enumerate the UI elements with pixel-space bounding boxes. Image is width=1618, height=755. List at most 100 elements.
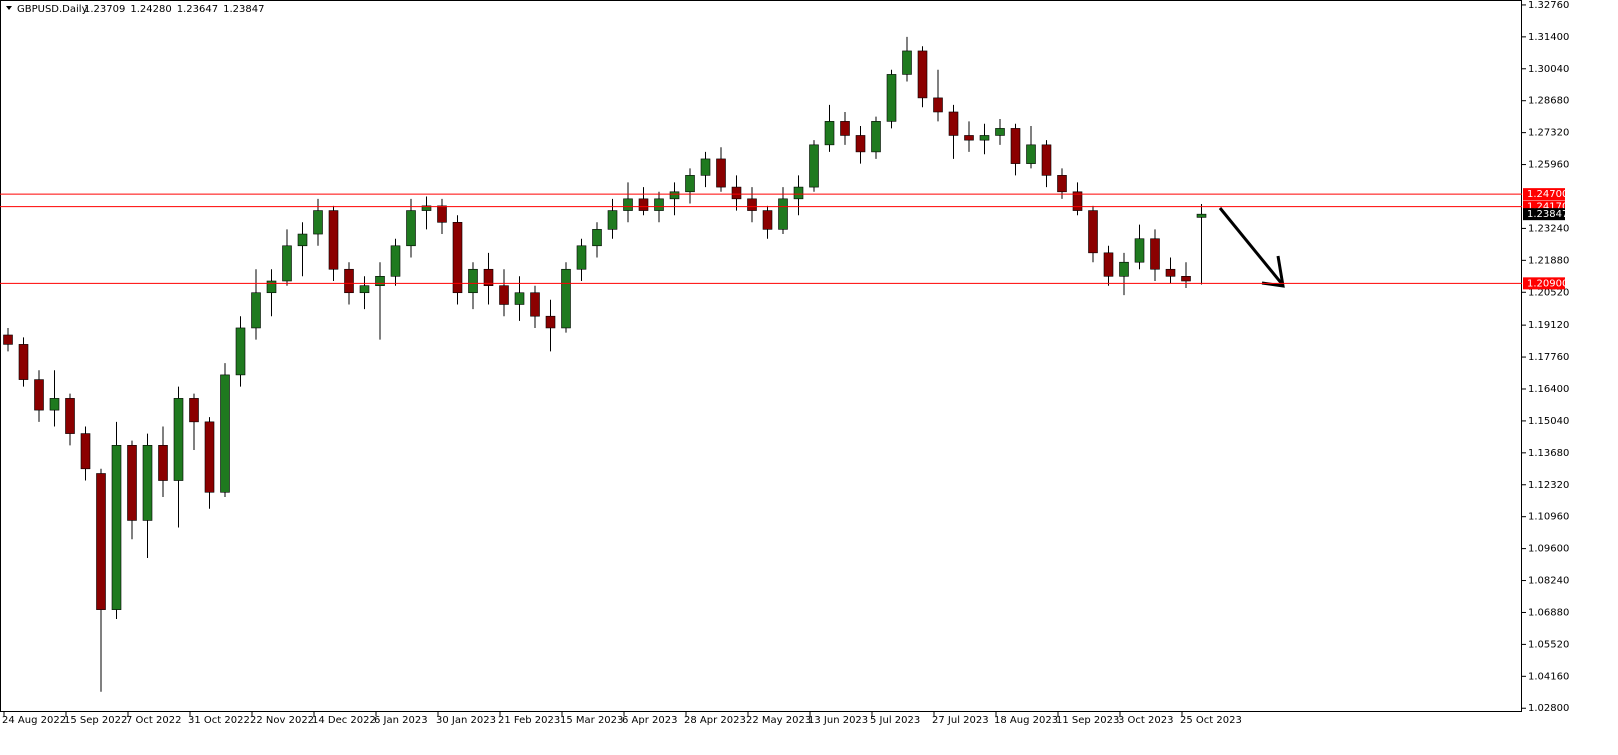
candle-body — [313, 210, 323, 235]
x-tick-label: 25 Oct 2023 — [1180, 715, 1242, 726]
x-tick-label: 27 Jul 2023 — [932, 715, 989, 726]
candle-body — [607, 210, 618, 230]
candle-body — [995, 128, 1005, 136]
x-tick-label: 31 Oct 2022 — [188, 715, 250, 726]
y-tick-label: 1.04160 — [1528, 671, 1569, 682]
y-tick-label: 1.30040 — [1528, 64, 1569, 75]
candle-body — [344, 268, 354, 294]
candle-body — [1026, 144, 1036, 164]
x-tick-label: 7 Oct 2022 — [126, 715, 181, 726]
candle-body — [1088, 210, 1098, 254]
candle-body — [437, 205, 447, 223]
y-tick-label: 1.02800 — [1528, 703, 1569, 714]
candle-body — [654, 198, 664, 211]
candle-body — [65, 398, 75, 434]
candle-body — [809, 144, 819, 188]
quote-value: 1.23709 — [84, 4, 125, 15]
candle-body — [592, 229, 602, 247]
candle-body — [1072, 191, 1083, 211]
menu-triangle — [6, 6, 12, 10]
y-tick-label: 1.20520 — [1528, 287, 1569, 298]
candle-body — [1119, 261, 1129, 277]
plot-frame — [0, 0, 1522, 712]
x-tick-label: 22 Nov 2022 — [250, 715, 314, 726]
price-level-tag — [1523, 277, 1565, 290]
candle-body — [700, 158, 711, 176]
candle-body — [111, 445, 122, 610]
y-tick-label: 1.23240 — [1528, 223, 1569, 234]
x-tick-label: 30 Jan 2023 — [436, 715, 496, 726]
candle-body — [173, 398, 184, 481]
candle-body — [297, 233, 308, 247]
candle-body — [778, 198, 788, 230]
candle-body — [127, 445, 137, 521]
candle-body — [18, 344, 29, 380]
candle-body — [886, 74, 897, 122]
candle-body — [1181, 276, 1191, 282]
candle-body — [638, 198, 649, 211]
price-level-label: 1.24170 — [1527, 202, 1568, 213]
symbol: GBPUSD.Daily — [17, 4, 88, 15]
price-level-tag — [1523, 188, 1565, 201]
candle-body — [158, 445, 168, 481]
arrow-head — [1261, 255, 1285, 288]
candle-body — [359, 285, 370, 294]
candle-body — [204, 421, 215, 493]
candle-body — [251, 292, 261, 329]
candle-body — [1150, 238, 1160, 270]
candle-body — [266, 280, 277, 294]
x-tick-label: 28 Apr 2023 — [684, 715, 746, 726]
candle-body — [747, 198, 757, 211]
candle-body — [220, 374, 230, 493]
candle-body — [189, 398, 199, 423]
quote-value: 1.24280 — [130, 4, 171, 15]
candle-body — [80, 433, 91, 470]
candle-body — [142, 445, 153, 521]
candle-body — [421, 205, 432, 211]
candle-body — [406, 210, 416, 247]
candle-body — [1165, 268, 1176, 277]
x-tick-label: 15 Mar 2023 — [560, 715, 623, 726]
y-tick-label: 1.12320 — [1528, 480, 1569, 491]
candle-body — [499, 285, 509, 305]
y-tick-label: 1.25960 — [1528, 160, 1569, 171]
candle-body — [452, 222, 463, 294]
price-level-label: 1.24700 — [1527, 189, 1568, 200]
arrow-shaft — [1218, 207, 1284, 285]
quote-value: 1.23847 — [223, 4, 264, 15]
candle-body — [530, 292, 540, 317]
x-tick-label: 15 Sep 2022 — [64, 715, 127, 726]
x-tick-label: 5 Jul 2023 — [870, 715, 920, 726]
candle-body — [561, 268, 571, 329]
current-price-tag — [1523, 208, 1565, 221]
x-tick-label: 11 Sep 2023 — [1056, 715, 1119, 726]
candle-body — [1103, 252, 1114, 277]
candle-body — [282, 245, 292, 282]
candle-body — [948, 111, 959, 136]
x-tick-label: 18 Aug 2023 — [994, 715, 1058, 726]
x-tick-label: 6 Jan 2023 — [374, 715, 428, 726]
candle-body — [902, 50, 912, 75]
candle-body — [514, 292, 525, 305]
candle-body — [390, 245, 401, 277]
candle-body — [1041, 144, 1052, 176]
candle-body — [576, 245, 587, 270]
y-tick-label: 1.19120 — [1528, 320, 1569, 331]
candle-body — [685, 175, 695, 193]
candle-body — [468, 268, 478, 294]
y-tick-label: 1.16400 — [1528, 384, 1569, 395]
candle-body — [545, 315, 556, 329]
candle-body — [855, 135, 866, 153]
candle-body — [964, 135, 974, 141]
x-tick-label: 13 Jun 2023 — [808, 715, 868, 726]
candle-body — [917, 50, 928, 99]
x-tick-label: 21 Feb 2023 — [498, 715, 560, 726]
candle-body — [34, 379, 44, 411]
candle-body — [793, 186, 804, 200]
y-tick-label: 1.31400 — [1528, 32, 1569, 43]
candle-body — [1057, 175, 1067, 193]
x-tick-label: 24 Aug 2022 — [2, 715, 66, 726]
candle-body — [1134, 238, 1145, 263]
x-tick-label: 14 Dec 2022 — [312, 715, 376, 726]
